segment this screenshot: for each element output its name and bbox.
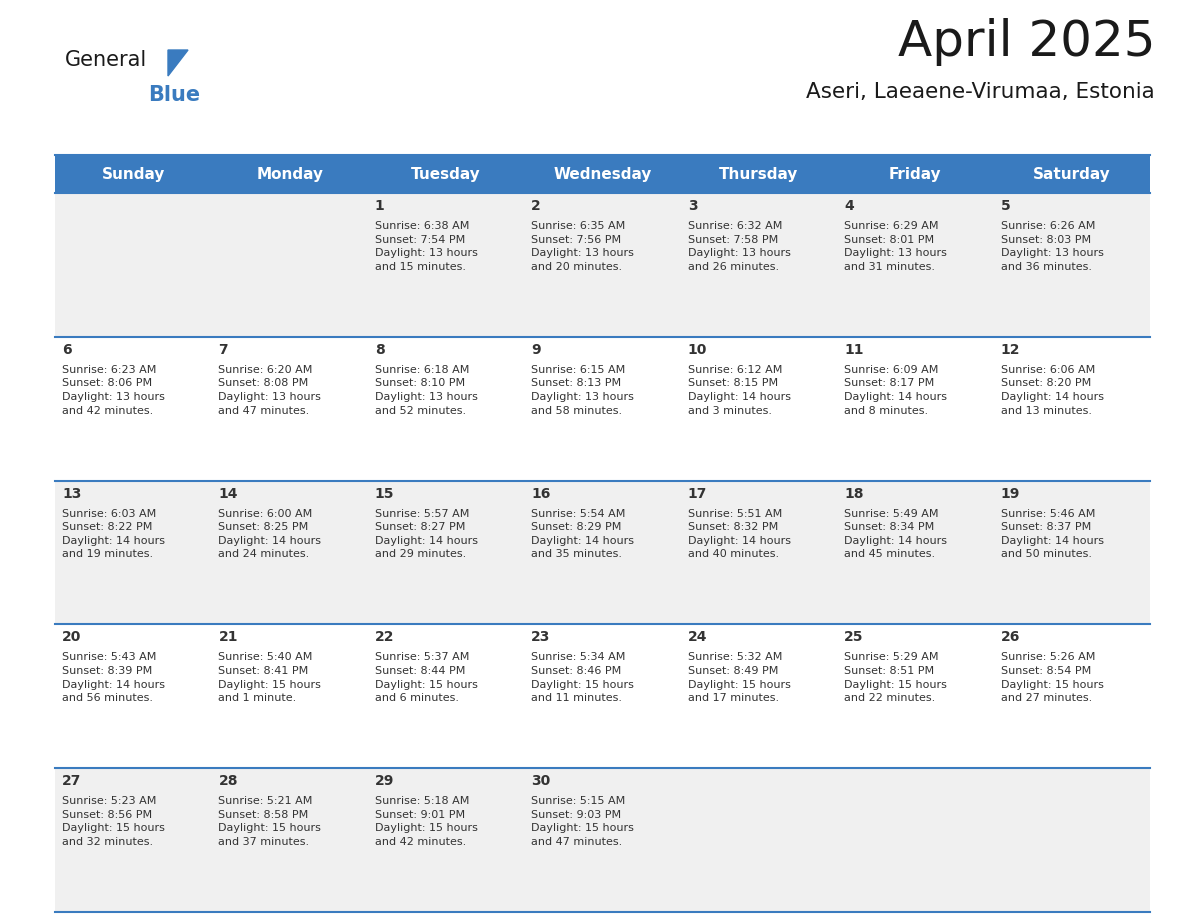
- Text: Sunrise: 5:32 AM
Sunset: 8:49 PM
Daylight: 15 hours
and 17 minutes.: Sunrise: 5:32 AM Sunset: 8:49 PM Dayligh…: [688, 653, 790, 703]
- Text: Aseri, Laeaene-Virumaa, Estonia: Aseri, Laeaene-Virumaa, Estonia: [807, 82, 1155, 102]
- Text: 16: 16: [531, 487, 551, 500]
- Text: Sunday: Sunday: [101, 166, 165, 182]
- Text: Sunrise: 6:23 AM
Sunset: 8:06 PM
Daylight: 13 hours
and 42 minutes.: Sunrise: 6:23 AM Sunset: 8:06 PM Dayligh…: [62, 364, 165, 416]
- Text: Saturday: Saturday: [1032, 166, 1111, 182]
- Text: Sunrise: 5:21 AM
Sunset: 8:58 PM
Daylight: 15 hours
and 37 minutes.: Sunrise: 5:21 AM Sunset: 8:58 PM Dayligh…: [219, 796, 321, 847]
- Text: 4: 4: [845, 199, 854, 213]
- Text: Sunrise: 5:23 AM
Sunset: 8:56 PM
Daylight: 15 hours
and 32 minutes.: Sunrise: 5:23 AM Sunset: 8:56 PM Dayligh…: [62, 796, 165, 847]
- Text: Sunrise: 5:46 AM
Sunset: 8:37 PM
Daylight: 14 hours
and 50 minutes.: Sunrise: 5:46 AM Sunset: 8:37 PM Dayligh…: [1000, 509, 1104, 559]
- Text: 25: 25: [845, 631, 864, 644]
- Text: Thursday: Thursday: [719, 166, 798, 182]
- Text: Sunrise: 6:03 AM
Sunset: 8:22 PM
Daylight: 14 hours
and 19 minutes.: Sunrise: 6:03 AM Sunset: 8:22 PM Dayligh…: [62, 509, 165, 559]
- Text: 17: 17: [688, 487, 707, 500]
- Polygon shape: [168, 50, 188, 76]
- Text: Sunrise: 5:34 AM
Sunset: 8:46 PM
Daylight: 15 hours
and 11 minutes.: Sunrise: 5:34 AM Sunset: 8:46 PM Dayligh…: [531, 653, 634, 703]
- Text: 3: 3: [688, 199, 697, 213]
- Text: General: General: [65, 50, 147, 70]
- Text: 21: 21: [219, 631, 238, 644]
- Text: 6: 6: [62, 342, 71, 357]
- Text: Sunrise: 6:20 AM
Sunset: 8:08 PM
Daylight: 13 hours
and 47 minutes.: Sunrise: 6:20 AM Sunset: 8:08 PM Dayligh…: [219, 364, 321, 416]
- Bar: [55, 337, 1150, 481]
- Text: Sunrise: 6:29 AM
Sunset: 8:01 PM
Daylight: 13 hours
and 31 minutes.: Sunrise: 6:29 AM Sunset: 8:01 PM Dayligh…: [845, 221, 947, 272]
- Text: Sunrise: 6:06 AM
Sunset: 8:20 PM
Daylight: 14 hours
and 13 minutes.: Sunrise: 6:06 AM Sunset: 8:20 PM Dayligh…: [1000, 364, 1104, 416]
- Text: 28: 28: [219, 774, 238, 789]
- Text: 23: 23: [531, 631, 551, 644]
- Text: 19: 19: [1000, 487, 1020, 500]
- Text: 14: 14: [219, 487, 238, 500]
- Text: Sunrise: 5:57 AM
Sunset: 8:27 PM
Daylight: 14 hours
and 29 minutes.: Sunrise: 5:57 AM Sunset: 8:27 PM Dayligh…: [375, 509, 478, 559]
- Text: 1: 1: [375, 199, 385, 213]
- Text: Sunrise: 5:43 AM
Sunset: 8:39 PM
Daylight: 14 hours
and 56 minutes.: Sunrise: 5:43 AM Sunset: 8:39 PM Dayligh…: [62, 653, 165, 703]
- Text: Sunrise: 6:18 AM
Sunset: 8:10 PM
Daylight: 13 hours
and 52 minutes.: Sunrise: 6:18 AM Sunset: 8:10 PM Dayligh…: [375, 364, 478, 416]
- Text: Blue: Blue: [148, 85, 200, 105]
- Text: 10: 10: [688, 342, 707, 357]
- Text: 27: 27: [62, 774, 81, 789]
- Bar: [55, 193, 1150, 337]
- Text: 9: 9: [531, 342, 541, 357]
- Text: 13: 13: [62, 487, 81, 500]
- Text: 2: 2: [531, 199, 541, 213]
- Text: Friday: Friday: [889, 166, 942, 182]
- Text: Sunrise: 6:35 AM
Sunset: 7:56 PM
Daylight: 13 hours
and 20 minutes.: Sunrise: 6:35 AM Sunset: 7:56 PM Dayligh…: [531, 221, 634, 272]
- Text: 11: 11: [845, 342, 864, 357]
- Text: 12: 12: [1000, 342, 1020, 357]
- Text: Sunrise: 5:51 AM
Sunset: 8:32 PM
Daylight: 14 hours
and 40 minutes.: Sunrise: 5:51 AM Sunset: 8:32 PM Dayligh…: [688, 509, 791, 559]
- Text: Sunrise: 5:40 AM
Sunset: 8:41 PM
Daylight: 15 hours
and 1 minute.: Sunrise: 5:40 AM Sunset: 8:41 PM Dayligh…: [219, 653, 321, 703]
- Text: Sunrise: 5:37 AM
Sunset: 8:44 PM
Daylight: 15 hours
and 6 minutes.: Sunrise: 5:37 AM Sunset: 8:44 PM Dayligh…: [375, 653, 478, 703]
- Text: 24: 24: [688, 631, 707, 644]
- Text: 26: 26: [1000, 631, 1020, 644]
- Text: Sunrise: 6:09 AM
Sunset: 8:17 PM
Daylight: 14 hours
and 8 minutes.: Sunrise: 6:09 AM Sunset: 8:17 PM Dayligh…: [845, 364, 947, 416]
- Text: 20: 20: [62, 631, 81, 644]
- Text: Sunrise: 6:00 AM
Sunset: 8:25 PM
Daylight: 14 hours
and 24 minutes.: Sunrise: 6:00 AM Sunset: 8:25 PM Dayligh…: [219, 509, 322, 559]
- Text: 30: 30: [531, 774, 550, 789]
- Bar: [55, 768, 1150, 912]
- Text: Sunrise: 6:12 AM
Sunset: 8:15 PM
Daylight: 14 hours
and 3 minutes.: Sunrise: 6:12 AM Sunset: 8:15 PM Dayligh…: [688, 364, 791, 416]
- Text: Wednesday: Wednesday: [554, 166, 652, 182]
- Text: Sunrise: 5:49 AM
Sunset: 8:34 PM
Daylight: 14 hours
and 45 minutes.: Sunrise: 5:49 AM Sunset: 8:34 PM Dayligh…: [845, 509, 947, 559]
- Text: 22: 22: [375, 631, 394, 644]
- Text: Sunrise: 6:26 AM
Sunset: 8:03 PM
Daylight: 13 hours
and 36 minutes.: Sunrise: 6:26 AM Sunset: 8:03 PM Dayligh…: [1000, 221, 1104, 272]
- Bar: [55, 481, 1150, 624]
- Text: Sunrise: 5:54 AM
Sunset: 8:29 PM
Daylight: 14 hours
and 35 minutes.: Sunrise: 5:54 AM Sunset: 8:29 PM Dayligh…: [531, 509, 634, 559]
- Text: Tuesday: Tuesday: [411, 166, 481, 182]
- Text: Sunrise: 6:15 AM
Sunset: 8:13 PM
Daylight: 13 hours
and 58 minutes.: Sunrise: 6:15 AM Sunset: 8:13 PM Dayligh…: [531, 364, 634, 416]
- Text: Sunrise: 6:38 AM
Sunset: 7:54 PM
Daylight: 13 hours
and 15 minutes.: Sunrise: 6:38 AM Sunset: 7:54 PM Dayligh…: [375, 221, 478, 272]
- Bar: [55, 155, 1150, 193]
- Text: 15: 15: [375, 487, 394, 500]
- Text: Sunrise: 6:32 AM
Sunset: 7:58 PM
Daylight: 13 hours
and 26 minutes.: Sunrise: 6:32 AM Sunset: 7:58 PM Dayligh…: [688, 221, 790, 272]
- Text: 7: 7: [219, 342, 228, 357]
- Text: Sunrise: 5:26 AM
Sunset: 8:54 PM
Daylight: 15 hours
and 27 minutes.: Sunrise: 5:26 AM Sunset: 8:54 PM Dayligh…: [1000, 653, 1104, 703]
- Text: Monday: Monday: [257, 166, 323, 182]
- Bar: [55, 624, 1150, 768]
- Text: 8: 8: [375, 342, 385, 357]
- Text: April 2025: April 2025: [897, 18, 1155, 66]
- Text: 29: 29: [375, 774, 394, 789]
- Text: 18: 18: [845, 487, 864, 500]
- Text: Sunrise: 5:15 AM
Sunset: 9:03 PM
Daylight: 15 hours
and 47 minutes.: Sunrise: 5:15 AM Sunset: 9:03 PM Dayligh…: [531, 796, 634, 847]
- Text: Sunrise: 5:18 AM
Sunset: 9:01 PM
Daylight: 15 hours
and 42 minutes.: Sunrise: 5:18 AM Sunset: 9:01 PM Dayligh…: [375, 796, 478, 847]
- Text: Sunrise: 5:29 AM
Sunset: 8:51 PM
Daylight: 15 hours
and 22 minutes.: Sunrise: 5:29 AM Sunset: 8:51 PM Dayligh…: [845, 653, 947, 703]
- Text: 5: 5: [1000, 199, 1010, 213]
